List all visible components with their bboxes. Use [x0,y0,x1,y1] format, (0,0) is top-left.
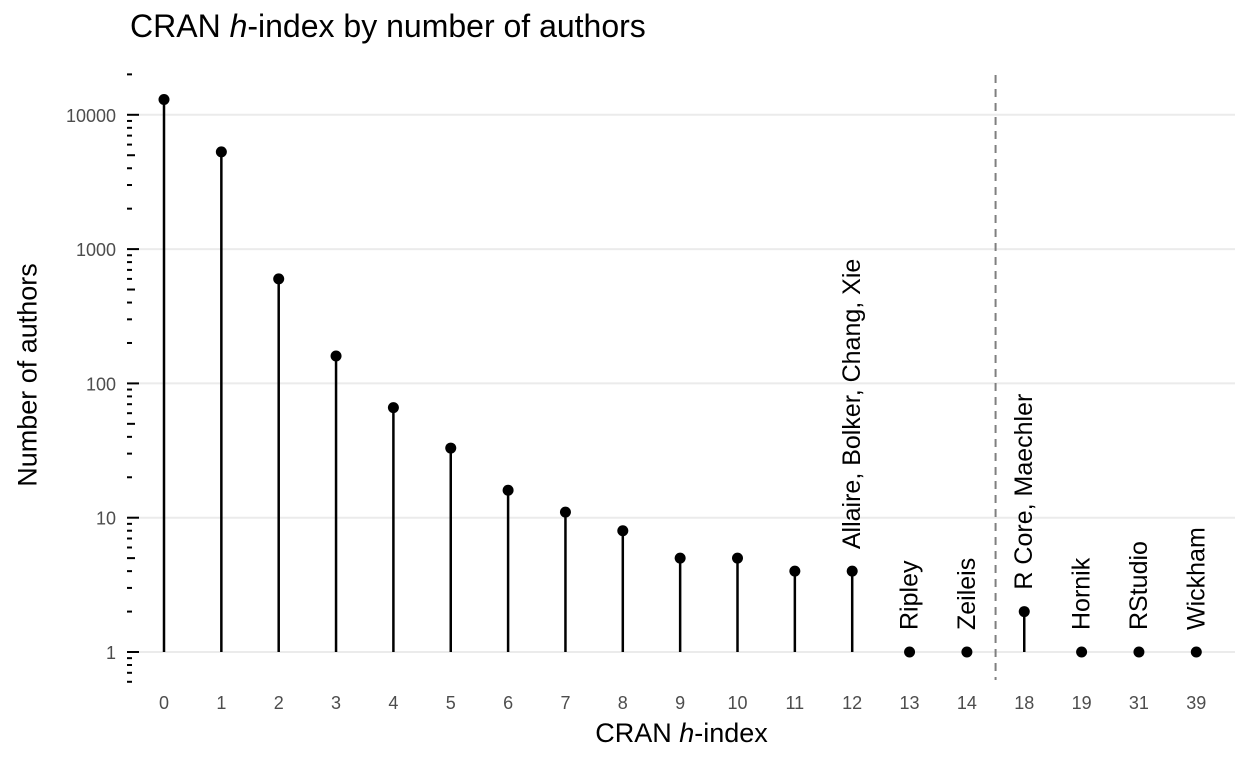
lollipop-point [789,565,801,577]
lollipop-point [158,93,170,105]
annotation-label: Ripley [896,560,924,630]
x-tick-label: 9 [675,693,685,713]
y-tick-labels: 1 10 100 1000 10000 [66,106,116,663]
x-tick-label: 39 [1186,693,1206,713]
lollipop-point [1133,646,1145,658]
x-tick-label: 31 [1129,693,1149,713]
lollipop-point [617,525,629,537]
lollipop-stems [162,99,1026,652]
annotation-label: RStudio [1125,541,1153,630]
y-tick-label: 10000 [66,106,116,126]
y-tick-label: 1000 [76,240,116,260]
lollipop-point [1018,606,1030,618]
lollipop-point [1076,646,1088,658]
lollipop-point [846,565,858,577]
lollipop-point [674,552,686,564]
y-tick-label: 1 [106,643,116,663]
author-annotations: Allaire, Bolker, Chang, Xie Ripley Zeileis… [838,259,1210,630]
x-tick-label: 1 [216,693,226,713]
x-tick-label: 8 [618,693,628,713]
x-tick-label: 7 [560,693,570,713]
y-axis-title: Number of authors [12,263,43,487]
annotation-label: Zeileis [953,558,981,630]
x-tick-label: 3 [331,693,341,713]
lollipop-point [330,350,342,362]
lollipop-point [559,506,571,518]
lollipop-point [904,646,916,658]
y-tick-label: 100 [86,374,116,394]
lollipop-point [732,552,743,564]
lollipop-point [502,484,514,496]
annotation-label: R Core, Maechler [1010,394,1038,590]
x-tick-label: 2 [274,693,284,713]
x-axis-title: CRAN h-index [595,718,768,748]
lollipop-point [387,402,399,414]
lollipop-point [215,146,227,158]
x-tick-label: 18 [1014,693,1034,713]
x-tick-label: 0 [159,693,169,713]
x-tick-label: 12 [842,693,862,713]
x-tick-label: 5 [446,693,456,713]
x-tick-label: 4 [388,693,398,713]
y-log-rug [127,73,139,683]
lollipop-point [273,273,285,285]
chart-title: CRAN h-index by number of authors [130,8,646,44]
annotation-label: Hornik [1068,557,1096,630]
lollipop-point [1190,646,1202,658]
lollipop-point [445,442,457,454]
x-tick-label: 6 [503,693,513,713]
y-tick-label: 10 [96,509,116,529]
x-tick-label: 11 [786,693,805,713]
x-tick-label: 10 [727,693,747,713]
x-tick-label: 14 [957,693,977,713]
annotation-label: Wickham [1182,527,1210,630]
x-tick-labels: 0 1 2 3 4 5 6 7 8 9 10 11 12 13 14 18 19 31 39 [159,693,1206,713]
lollipop-points [158,93,1202,658]
x-tick-label: 13 [900,693,920,713]
grid-lines [135,113,1235,653]
lollipop-point [961,646,973,658]
annotation-label: Allaire, Bolker, Chang, Xie [838,259,866,549]
x-tick-label: 19 [1072,693,1092,713]
